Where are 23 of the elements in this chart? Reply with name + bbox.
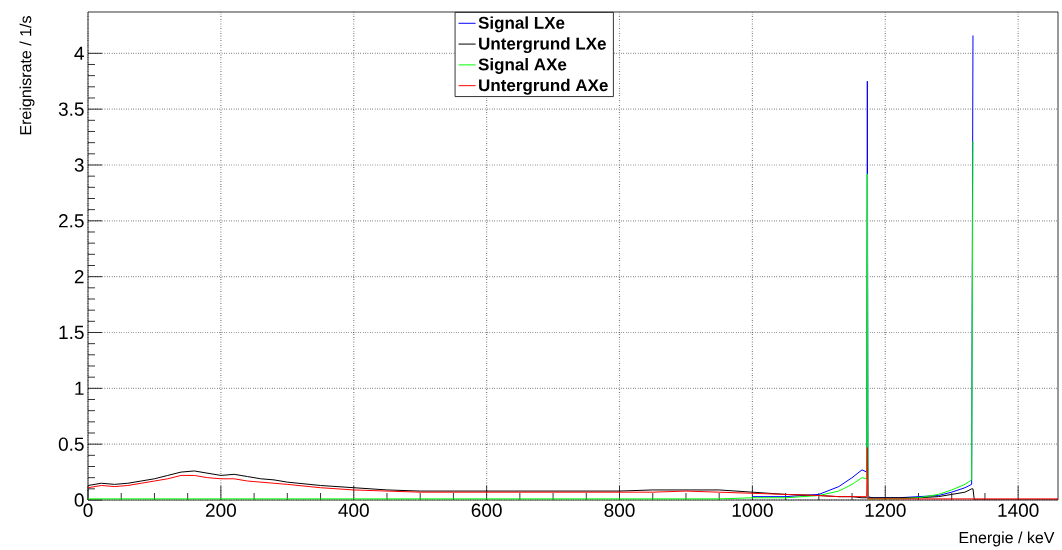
- y-tick-label: 0: [74, 493, 84, 507]
- x-tick-label: 200: [205, 503, 236, 517]
- y-axis-title: Ereignisrate / 1/s: [19, 16, 35, 135]
- y-tick-label: 3: [74, 158, 84, 172]
- x-tick-label: 800: [604, 503, 635, 517]
- x-tick-label: 400: [338, 503, 369, 517]
- y-tick-label: 2: [74, 270, 84, 284]
- y-tick-label: 1.5: [59, 325, 84, 340]
- x-tick-label: 1400: [998, 503, 1039, 517]
- x-tick-label: 1200: [865, 503, 906, 517]
- legend-label: Signal LXe: [478, 16, 565, 33]
- legend-label: Untergrund AXe: [479, 78, 608, 95]
- y-tick-label: 2.5: [59, 214, 84, 228]
- legend-label: Signal AXe: [478, 57, 567, 74]
- y-tick-label: 4: [74, 46, 84, 60]
- y-tick-label: 3.5: [58, 102, 84, 116]
- x-tick-label: 600: [471, 503, 502, 517]
- x-axis-title: Energie / keV: [959, 531, 1055, 547]
- legend-label: Untergrund LXe: [479, 37, 606, 54]
- y-tick-label: 1: [75, 381, 84, 395]
- y-tick-label: 0.5: [58, 437, 84, 451]
- x-tick-label: 1000: [732, 503, 773, 517]
- x-tick-label: 0: [83, 503, 93, 517]
